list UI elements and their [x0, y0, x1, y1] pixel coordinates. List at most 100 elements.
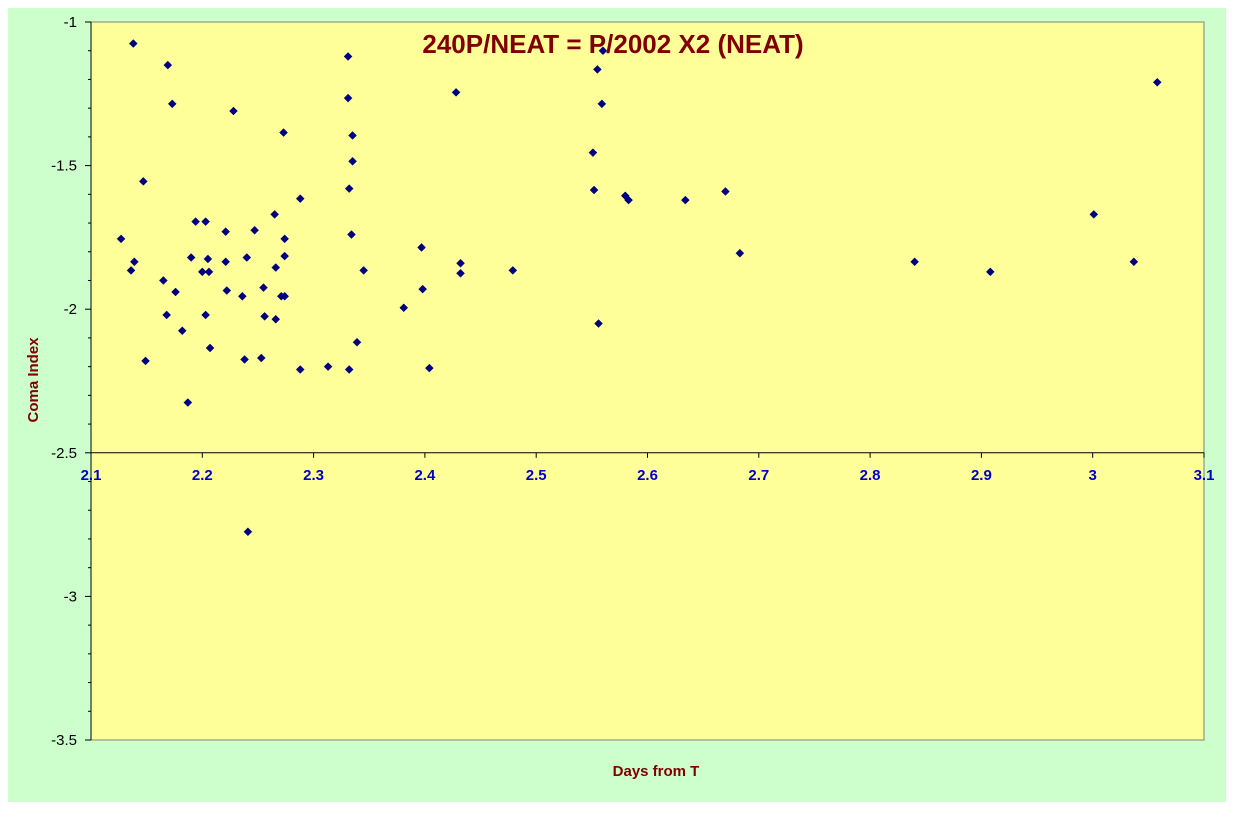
plot-area-background: [90, 21, 1205, 741]
x-tick-label: 3: [1089, 467, 1097, 484]
data-point: [424, 363, 434, 373]
y-tick-label: -2.5: [51, 445, 77, 462]
data-point: [158, 276, 168, 285]
data-point: [589, 185, 599, 195]
x-tick-label: 2.5: [526, 467, 547, 484]
data-point: [359, 266, 369, 275]
data-point: [141, 356, 150, 366]
x-axis-label: Days from T: [613, 763, 700, 780]
data-point: [295, 194, 305, 203]
x-tick-label: 2.8: [860, 467, 881, 484]
data-point: [399, 303, 409, 313]
data-point: [191, 217, 200, 226]
data-point: [163, 60, 173, 70]
data-point: [126, 266, 136, 275]
data-point: [203, 254, 213, 264]
data-point: [323, 362, 333, 371]
data-point: [343, 52, 353, 61]
data-point: [271, 263, 281, 272]
data-point: [1152, 77, 1162, 87]
data-point: [171, 287, 180, 297]
data-point: [229, 106, 238, 116]
data-point: [348, 131, 357, 140]
data-point: [243, 527, 253, 537]
data-point: [347, 230, 356, 239]
data-point: [238, 291, 247, 301]
data-point: [352, 337, 362, 347]
data-point: [130, 257, 139, 267]
data-point: [1129, 257, 1139, 267]
data-point: [456, 268, 465, 278]
x-tick-label: 2.9: [971, 467, 992, 484]
x-axis-ticks: 2.1 2.2 2.3 2.4 2.5 2.6 2.7 2.8 2.9 3 3.1: [81, 452, 1215, 484]
data-point: [348, 156, 357, 166]
y-axis-ticks: -1 -1.5 -2 -2.5 -3 -3.5: [51, 14, 91, 749]
x-tick-label: 2.3: [303, 467, 324, 484]
data-point: [259, 283, 268, 293]
y-tick-label: -1: [64, 14, 77, 31]
data-point: [594, 319, 603, 328]
data-point: [204, 267, 214, 277]
y-axis-label: Coma Index: [25, 337, 42, 423]
data-point: [201, 310, 210, 320]
data-point: [240, 355, 249, 364]
data-point: [183, 398, 193, 407]
chart-title: 240P/NEAT = P/2002 X2 (NEAT): [422, 29, 803, 59]
data-point: [593, 65, 602, 74]
data-point: [162, 310, 172, 320]
data-point: [256, 353, 266, 363]
data-point: [250, 225, 259, 235]
data-point: [280, 291, 290, 301]
data-point: [295, 365, 305, 374]
data-point: [598, 46, 608, 56]
data-point: [344, 365, 354, 374]
data-point: [167, 99, 177, 109]
data-point: [344, 184, 354, 193]
data-point: [985, 267, 995, 277]
x-tick-label: 2.7: [748, 467, 769, 484]
data-point: [721, 187, 730, 196]
data-point: [270, 210, 279, 219]
x-tick-label: 3.1: [1194, 467, 1215, 484]
data-point: [242, 253, 252, 262]
data-point: [205, 343, 215, 353]
x-tick-label: 2.2: [192, 467, 213, 484]
data-point: [271, 314, 281, 324]
data-point: [221, 257, 231, 267]
data-point: [186, 253, 196, 262]
y-tick-label: -2: [64, 301, 77, 318]
data-point: [128, 39, 138, 48]
data-point: [680, 195, 690, 205]
data-point: [456, 258, 465, 268]
data-point: [597, 99, 607, 109]
data-points: [116, 39, 1162, 537]
data-point: [279, 128, 288, 137]
data-point: [1089, 210, 1099, 219]
data-point: [910, 257, 919, 267]
x-tick-label: 2.4: [414, 467, 436, 484]
data-point: [451, 88, 461, 97]
data-point: [588, 148, 598, 158]
data-point: [508, 266, 518, 275]
data-point: [417, 243, 426, 252]
y-tick-label: -3: [64, 588, 77, 605]
data-point: [624, 195, 633, 205]
data-point: [260, 312, 269, 321]
y-tick-label: -1.5: [51, 158, 77, 175]
data-point: [280, 251, 290, 261]
x-tick-label: 2.1: [81, 467, 102, 484]
data-point: [197, 267, 207, 277]
data-point: [138, 177, 148, 186]
data-point: [201, 217, 210, 226]
data-point: [280, 234, 290, 244]
y-tick-label: -3.5: [51, 732, 77, 749]
data-point: [177, 326, 187, 336]
data-point: [116, 234, 126, 244]
data-point: [221, 227, 231, 237]
data-point: [418, 284, 428, 294]
x-tick-label: 2.6: [637, 467, 658, 484]
data-point: [222, 286, 232, 295]
data-point: [343, 93, 353, 103]
